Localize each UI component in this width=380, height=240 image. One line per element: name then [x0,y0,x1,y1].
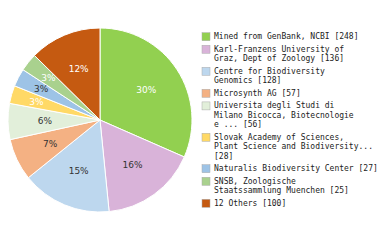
legend-swatch [202,45,210,53]
legend-item: SNSB, ZoologischeStaatssammlung Muenchen… [202,177,349,195]
data-label: 15% [69,166,89,176]
legend-swatch [202,199,210,207]
data-label: 12% [69,64,89,74]
data-label: 30% [136,85,156,95]
legend: Mined from GenBank, NCBI [248] Karl-Franz… [202,32,378,208]
legend-swatch [202,133,210,141]
legend-swatch [202,67,210,75]
legend-label-line: Plant Science and Biodiversity... [214,142,373,151]
legend-label-line: Milano Bicocca, Biotecnologie [214,111,354,120]
legend-label-line: Graz, Dept of Zoology [136] [214,54,344,63]
legend-label-line: Centre for Biodiversity [214,67,325,76]
legend-label-line: Karl-Franzens University of [214,45,344,54]
pie [8,28,192,212]
legend-swatch [202,102,210,110]
data-labels: 30%16%15%7%6%3%3%3%12% [29,64,156,176]
legend-label-line: Universita degli Studi di [214,101,335,110]
legend-label: Centre for BiodiversityGenomics [128] [214,67,325,85]
legend-label: SNSB, ZoologischeStaatssammlung Muenchen… [214,177,349,195]
legend-item: Universita degli Studi diMilano Bicocca,… [202,101,354,129]
legend-label-line: Slovak Academy of Sciences, [214,133,344,142]
legend-label-line: Microsynth AG [57] [214,89,301,98]
legend-label: Universita degli Studi diMilano Bicocca,… [214,101,354,129]
data-label: 3% [29,97,44,107]
legend-label-line: Naturalis Biodiversity Center [27] [214,164,378,173]
pie-slice [100,120,184,212]
data-label: 6% [38,116,53,126]
legend-swatch [202,165,210,173]
data-label: 7% [43,139,58,149]
legend-label: Mined from GenBank, NCBI [248] [214,32,359,41]
legend-label-line: Mined from GenBank, NCBI [248] [214,32,359,41]
legend-item: Mined from GenBank, NCBI [248] [202,32,359,41]
legend-swatch [202,33,210,41]
legend-label-line: [28] [214,152,233,161]
legend-label: 12 Others [100] [214,199,286,208]
legend-label: Slovak Academy of Sciences,Plant Science… [214,133,373,161]
legend-item: Karl-Franzens University ofGraz, Dept of… [202,45,344,63]
pie-slice [34,28,100,120]
legend-label-line: Staatssammlung Muenchen [25] [214,186,349,195]
legend-label: Karl-Franzens University ofGraz, Dept of… [214,45,344,63]
legend-swatch [202,89,210,97]
chart: 30%16%15%7%6%3%3%3%12%Mined from GenBank… [0,0,380,240]
legend-label-line: Genomics [128] [214,76,281,85]
data-label: 16% [122,160,142,170]
legend-item: Centre for BiodiversityGenomics [128] [202,67,325,85]
legend-item: Microsynth AG [57] [202,89,301,98]
data-label: 3% [34,84,49,94]
data-label: 3% [41,73,56,83]
legend-item: Slovak Academy of Sciences,Plant Science… [202,133,373,161]
legend-item: Naturalis Biodiversity Center [27] [202,164,378,173]
legend-label-line: e ... [56] [214,120,262,129]
legend-label-line: 12 Others [100] [214,199,286,208]
legend-label: Microsynth AG [57] [214,89,301,98]
legend-item: 12 Others [100] [202,199,286,208]
legend-label-line: SNSB, Zoologische [214,177,296,186]
legend-label: Naturalis Biodiversity Center [27] [214,164,378,173]
legend-swatch [202,177,210,185]
